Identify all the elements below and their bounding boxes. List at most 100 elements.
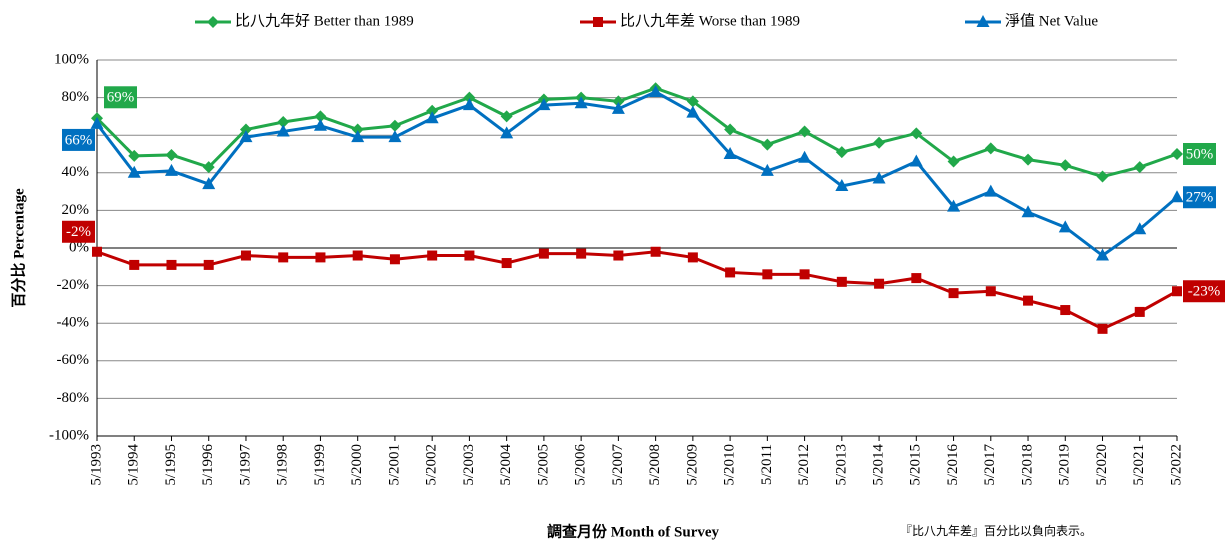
marker — [425, 111, 439, 124]
marker — [92, 246, 102, 257]
x-tick-label: 5/2001 — [386, 444, 402, 486]
marker — [611, 101, 625, 114]
x-tick-label: 5/2008 — [647, 444, 663, 486]
marker — [1134, 306, 1145, 317]
marker — [687, 252, 698, 263]
y-tick-label: -100% — [49, 427, 89, 443]
marker — [1133, 161, 1146, 174]
y-axis-title: 百分比 Percentage — [9, 188, 27, 308]
y-tick-label: -60% — [57, 352, 90, 368]
y-tick-label: 80% — [62, 89, 90, 105]
x-tick-label: 5/2015 — [908, 444, 924, 486]
marker — [315, 252, 326, 263]
y-tick-label: -80% — [57, 390, 90, 406]
marker — [500, 110, 513, 123]
series-line — [95, 90, 1178, 258]
marker — [537, 98, 551, 111]
x-tick-label: 5/1993 — [88, 444, 104, 486]
marker — [239, 130, 253, 143]
x-tick-label: 5/2005 — [535, 444, 551, 486]
y-tick-label: -20% — [57, 277, 90, 293]
marker — [984, 142, 997, 155]
series-line — [95, 86, 1178, 179]
marker — [909, 154, 923, 167]
marker — [427, 250, 438, 261]
marker — [947, 155, 960, 168]
marker — [351, 123, 364, 136]
x-tick-label: 5/2022 — [1168, 444, 1184, 486]
marker — [835, 146, 848, 159]
marker — [276, 124, 290, 137]
marker — [649, 84, 663, 97]
marker — [463, 91, 476, 104]
legend-label: 比八九年差 Worse than 1989 — [620, 12, 800, 29]
marker — [724, 123, 737, 136]
y-tick-label: 100% — [54, 51, 89, 67]
x-tick-label: 5/2009 — [684, 444, 700, 486]
marker — [1170, 190, 1184, 203]
marker — [207, 16, 219, 28]
marker — [129, 259, 140, 270]
value-label: -2% — [66, 224, 91, 240]
x-tick-label: 5/2014 — [871, 444, 887, 486]
marker — [166, 259, 177, 270]
marker — [835, 178, 849, 191]
x-tick-label: 5/2006 — [573, 444, 589, 486]
marker — [240, 250, 251, 261]
marker — [164, 163, 178, 176]
marker — [976, 15, 990, 27]
marker — [686, 95, 699, 108]
x-tick-label: 5/2000 — [349, 444, 365, 486]
value-label-box — [62, 128, 95, 151]
y-tick-label: 0% — [69, 239, 89, 255]
x-tick-label: 5/1994 — [126, 444, 142, 486]
marker — [462, 98, 476, 111]
marker — [1096, 248, 1110, 261]
marker — [313, 118, 327, 131]
marker — [538, 248, 549, 259]
footnote: 『比八九年差』百分比以負向表示。 — [900, 523, 1092, 538]
marker — [389, 254, 400, 265]
marker — [873, 136, 886, 149]
value-label: 50% — [1186, 146, 1214, 162]
x-tick-label: 5/2017 — [982, 444, 998, 486]
marker — [686, 105, 700, 118]
y-tick-label: 40% — [62, 164, 90, 180]
value-label: -23% — [1188, 284, 1221, 300]
marker — [1133, 222, 1147, 235]
marker — [500, 126, 514, 139]
marker — [352, 250, 363, 261]
marker — [761, 138, 774, 151]
marker — [239, 123, 252, 136]
marker — [723, 147, 737, 159]
marker — [202, 161, 215, 174]
marker — [202, 177, 216, 190]
marker — [576, 248, 587, 259]
marker — [798, 150, 812, 163]
marker — [650, 246, 661, 257]
marker — [464, 250, 475, 261]
x-tick-label: 5/2007 — [610, 444, 626, 486]
x-tick-label: 5/1997 — [237, 444, 253, 486]
marker — [985, 286, 996, 297]
marker — [1021, 205, 1035, 218]
marker — [1171, 148, 1183, 160]
value-label: 69% — [107, 90, 135, 106]
value-label: 66% — [65, 132, 93, 148]
marker — [762, 269, 773, 280]
marker — [984, 184, 998, 197]
marker — [426, 104, 439, 117]
marker — [1059, 159, 1072, 172]
marker — [388, 119, 401, 132]
legend-label: 淨值 Net Value — [1005, 12, 1098, 29]
marker — [910, 127, 923, 140]
marker — [1058, 220, 1072, 233]
marker — [1023, 295, 1034, 306]
x-tick-label: 5/1999 — [312, 444, 328, 486]
marker — [1022, 153, 1035, 166]
marker — [1097, 323, 1108, 334]
marker — [165, 148, 178, 161]
marker — [278, 252, 289, 263]
value-label-box — [1183, 186, 1216, 209]
x-tick-label: 5/2021 — [1131, 444, 1147, 486]
